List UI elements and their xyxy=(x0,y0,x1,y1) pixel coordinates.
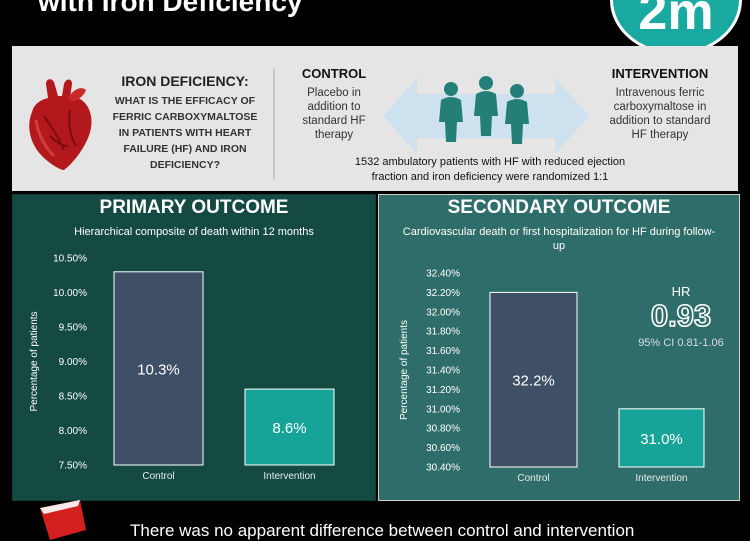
data-label: 32.2% xyxy=(512,373,555,390)
bar-intervention xyxy=(618,408,705,468)
x-tick-label: Intervention xyxy=(635,473,687,484)
secondary-outcome-subtitle: Cardiovascular death or first hospitaliz… xyxy=(383,225,735,253)
hr-value: 0.93 xyxy=(651,298,711,333)
y-tick-label: 31.80% xyxy=(426,327,460,338)
y-tick-label: 31.40% xyxy=(426,366,460,377)
y-tick-label: 32.40% xyxy=(426,269,460,280)
hazard-ratio: HR 0.93 95% CI 0.81-1.06 xyxy=(638,284,724,349)
intervention-line: HF therapy xyxy=(631,129,689,141)
y-tick-label: 9.00% xyxy=(59,357,87,368)
intervention-description: Intravenous ferric carboxymaltose in add… xyxy=(595,86,725,142)
intervention-line: Intravenous ferric xyxy=(615,87,705,99)
x-tick-label: Control xyxy=(517,473,549,484)
control-title: CONTROL xyxy=(301,66,367,81)
y-tick-label: 31.20% xyxy=(426,385,460,396)
question-line: FAILURE (HF) AND IRON xyxy=(123,143,247,155)
question-line: WHAT IS THE EFFICACY OF xyxy=(114,95,256,107)
control-line: therapy xyxy=(314,129,354,141)
y-tick-label: 9.50% xyxy=(59,323,87,334)
randomization-arrow-icon xyxy=(383,76,589,154)
hr-confidence-interval: 95% CI 0.81-1.06 xyxy=(638,337,724,349)
bar-control xyxy=(113,271,204,466)
y-tick-label: 32.00% xyxy=(426,307,460,318)
data-label: 31.0% xyxy=(640,431,683,448)
intervention-line: addition to standard xyxy=(609,115,711,127)
randomization-line: fraction and iron deficiency were random… xyxy=(371,171,609,183)
secondary-subtitle-line: up xyxy=(552,240,566,252)
data-label: 8.6% xyxy=(272,420,306,437)
bar-control xyxy=(489,291,578,468)
y-tick-label: 31.60% xyxy=(426,346,460,357)
y-tick-label: 30.60% xyxy=(426,443,460,454)
y-tick-label: 8.00% xyxy=(59,426,87,437)
question-title: IRON DEFICIENCY: xyxy=(121,73,249,89)
question-text: WHAT IS THE EFFICACY OF FERRIC CARBOXYMA… xyxy=(112,93,258,173)
y-axis-label: Percentage of patients xyxy=(399,320,410,420)
heart-icon xyxy=(29,79,92,170)
x-tick-label: Intervention xyxy=(263,471,315,482)
cup-icon xyxy=(40,500,86,540)
intervention-title: INTERVENTION xyxy=(611,66,709,81)
y-axis-label: Percentage of patients xyxy=(29,311,40,411)
secondary-subtitle-line: Cardiovascular death or first hospitaliz… xyxy=(402,226,716,238)
y-tick-label: 10.50% xyxy=(53,254,87,265)
question-line: FERRIC CARBOXYMALTOSE xyxy=(112,111,258,123)
patients-icon xyxy=(439,76,529,144)
secondary-outcome-title: SECONDARY OUTCOME xyxy=(447,197,671,218)
divider xyxy=(273,68,275,180)
primary-outcome-subtitle: Hierarchical composite of death within 1… xyxy=(74,226,314,238)
study-summary-panel xyxy=(12,46,738,191)
y-tick-label: 32.20% xyxy=(426,288,460,299)
y-tick-label: 10.00% xyxy=(53,288,87,299)
y-tick-label: 7.50% xyxy=(59,461,87,472)
conclusion-text: There was no apparent difference between… xyxy=(130,521,635,540)
randomization-text: 1532 ambulatory patients with HF with re… xyxy=(330,155,650,185)
question-line: DEFICIENCY? xyxy=(149,159,220,171)
data-label: 10.3% xyxy=(137,361,180,378)
intervention-line: carboxymaltose in xyxy=(613,101,707,113)
y-tick-label: 30.40% xyxy=(426,463,460,474)
question-line: IN PATIENTS WITH HEART xyxy=(118,127,252,139)
y-tick-label: 8.50% xyxy=(59,392,87,403)
control-line: Placebo in xyxy=(307,87,361,99)
control-line: standard HF xyxy=(302,115,366,127)
logo-text: 2m xyxy=(638,0,714,41)
primary-outcome-title: PRIMARY OUTCOME xyxy=(99,197,289,218)
control-line: addition to xyxy=(307,101,361,113)
y-tick-label: 30.80% xyxy=(426,424,460,435)
bar-intervention xyxy=(244,388,335,466)
hr-label: HR xyxy=(672,284,691,299)
page-title: with Iron Deficiency xyxy=(38,0,303,17)
x-tick-label: Control xyxy=(142,471,174,482)
y-tick-label: 31.00% xyxy=(426,404,460,415)
randomization-line: 1532 ambulatory patients with HF with re… xyxy=(354,156,626,168)
control-description: Placebo in addition to standard HF thera… xyxy=(292,86,376,142)
